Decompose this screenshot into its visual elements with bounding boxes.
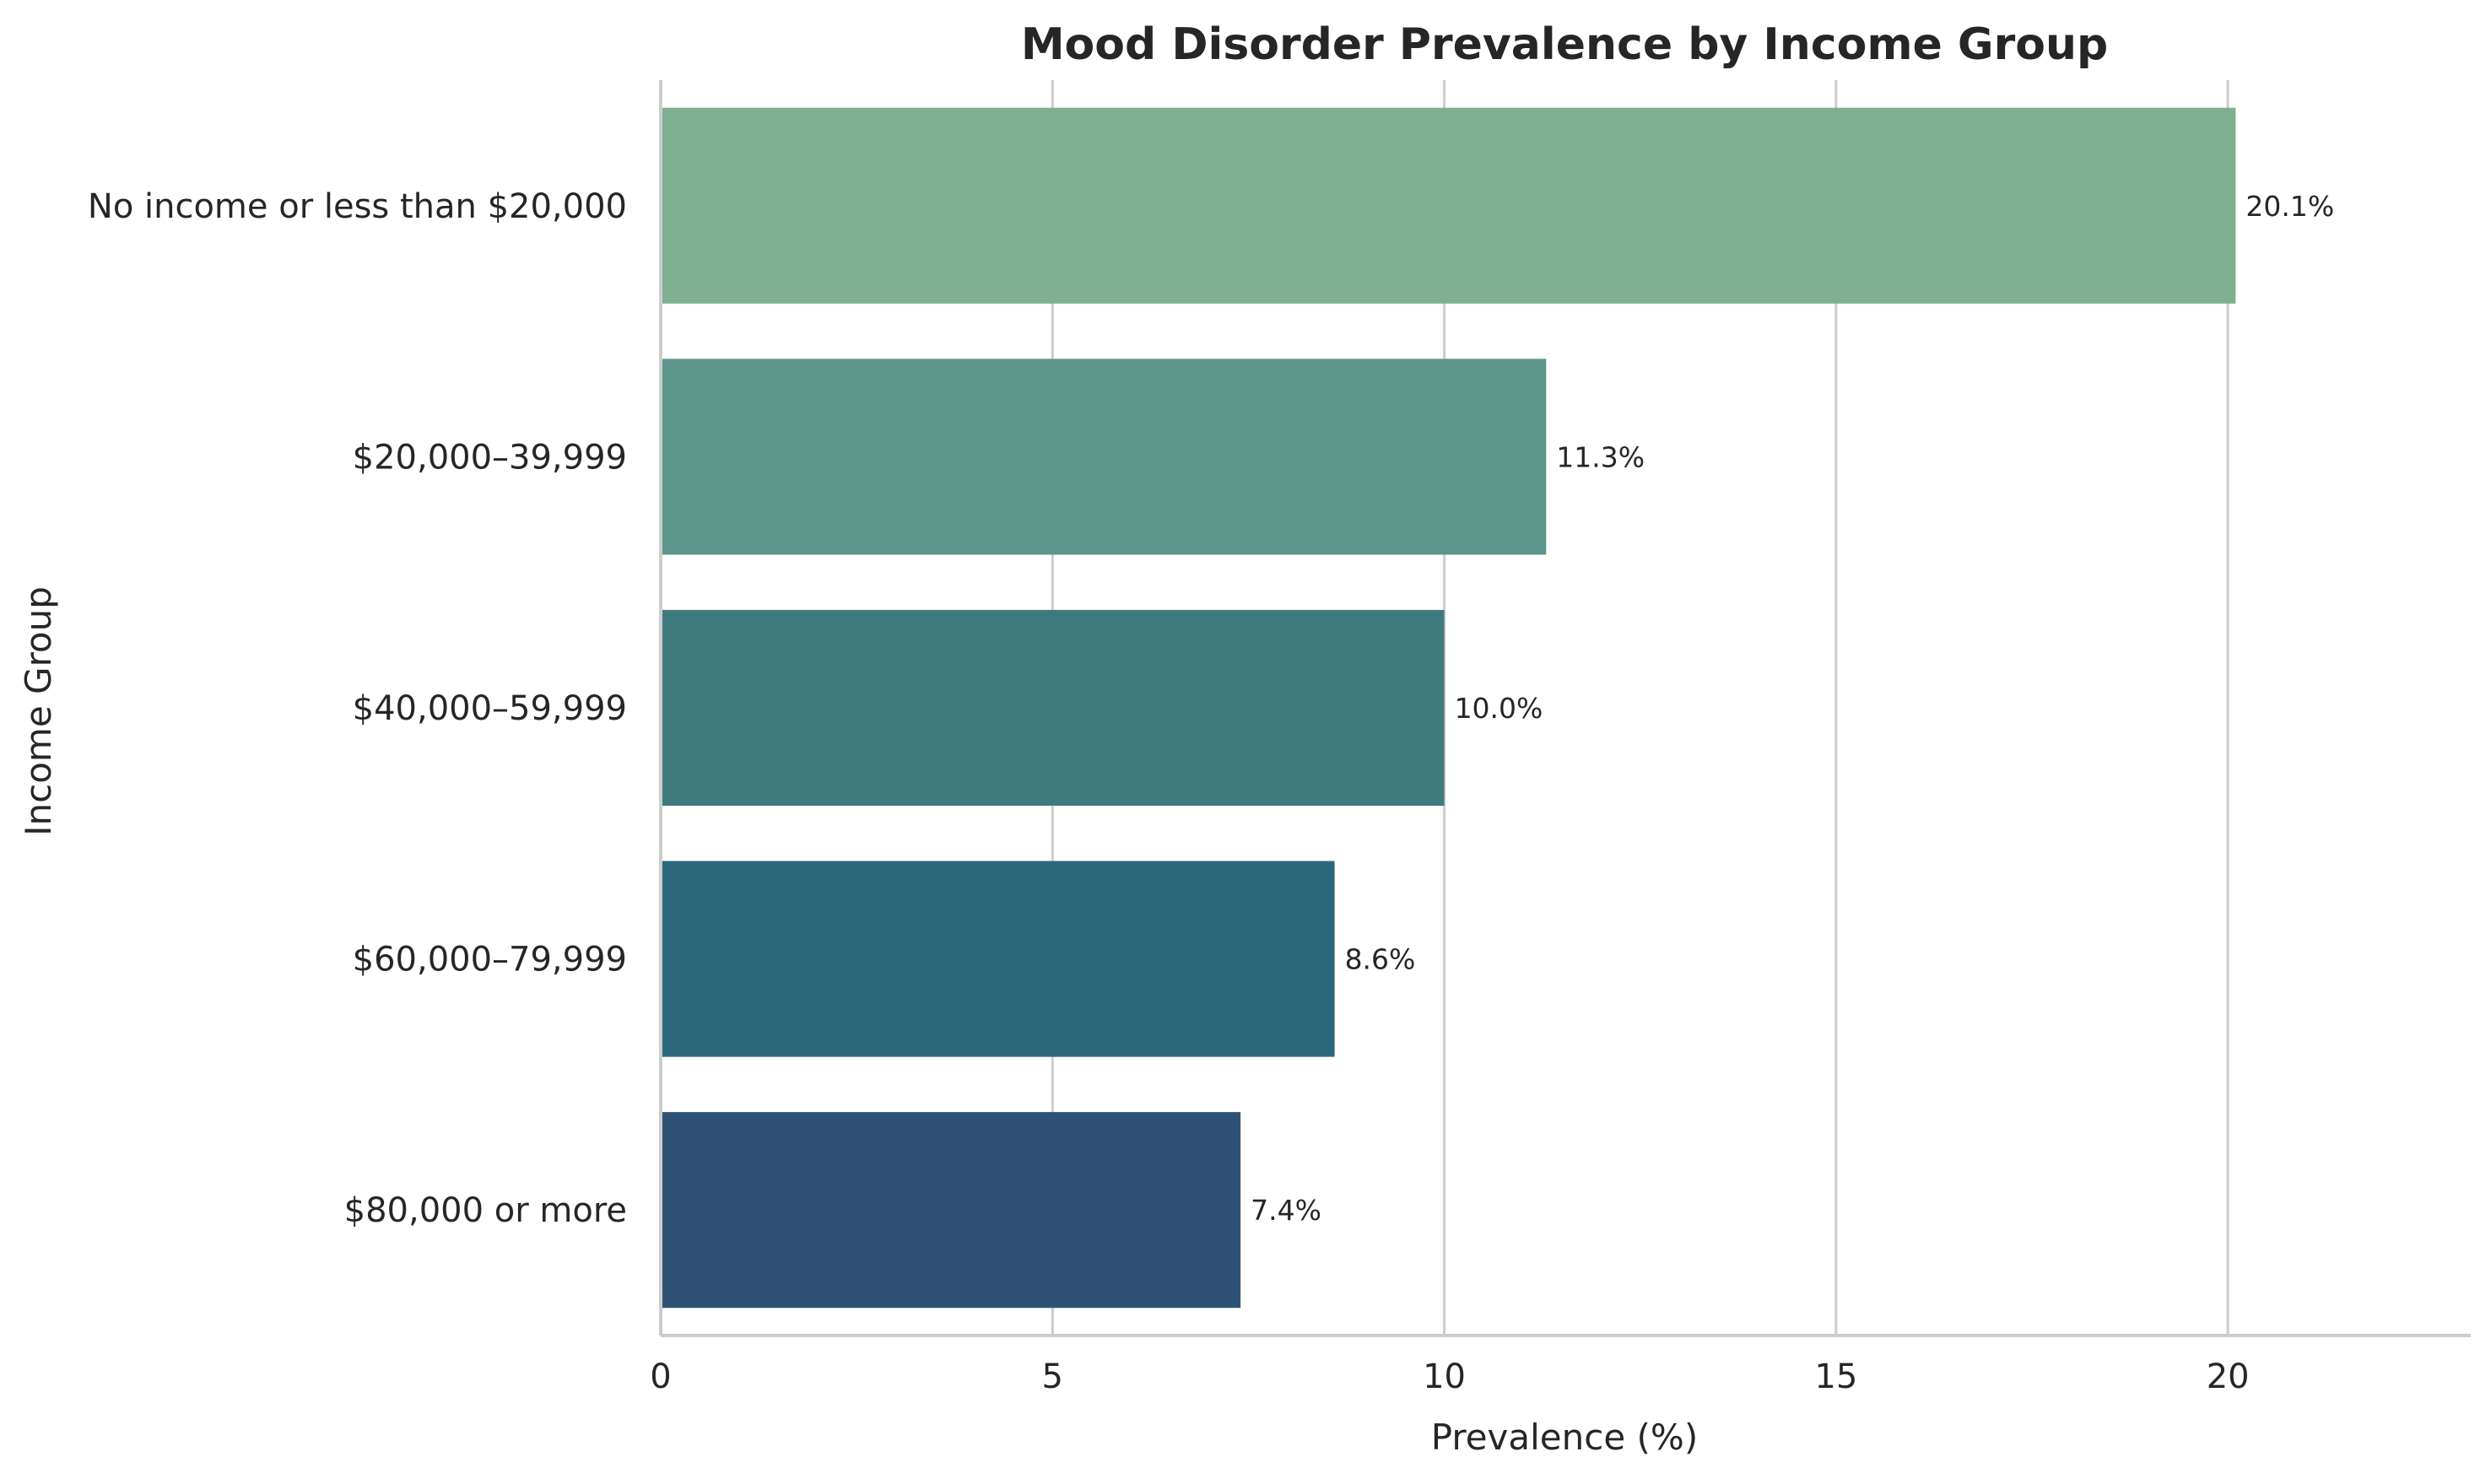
chart-title: Mood Disorder Prevalence by Income Group xyxy=(1021,19,2108,70)
data-label: 8.6% xyxy=(1345,943,1416,976)
x-tick-label: 20 xyxy=(2207,1357,2250,1396)
bar xyxy=(661,609,1445,807)
data-label: 20.1% xyxy=(2245,190,2334,223)
x-tick-label: 0 xyxy=(650,1357,671,1396)
y-axis-label: Income Group xyxy=(18,586,59,836)
data-label: 7.4% xyxy=(1251,1194,1321,1227)
y-tick-label: $80,000 or more xyxy=(344,1191,627,1230)
bar xyxy=(661,359,1547,555)
y-tick-label: $40,000–59,999 xyxy=(353,689,627,728)
bars xyxy=(661,107,2236,1309)
bar xyxy=(661,1112,1241,1309)
x-tick-label: 15 xyxy=(1814,1357,1857,1396)
y-tick-label: $20,000–39,999 xyxy=(353,438,627,477)
data-label: 10.0% xyxy=(1455,692,1543,725)
y-tick-label: No income or less than $20,000 xyxy=(88,187,627,226)
y-tick-label: $60,000–79,999 xyxy=(353,941,627,979)
axes: 0 5 10 15 20 No income or less than $20,000 $2… xyxy=(88,80,2471,1396)
x-tick-label: 10 xyxy=(1423,1357,1466,1396)
x-axis-label: Prevalence (%) xyxy=(1431,1417,1698,1458)
data-labels: 20.1% 11.3% 10.0% 8.6% 7.4% xyxy=(1251,190,2334,1227)
bar xyxy=(661,107,2236,304)
bar xyxy=(661,861,1335,1057)
x-tick-label: 5 xyxy=(1042,1357,1063,1396)
data-label: 11.3% xyxy=(1556,440,1645,473)
